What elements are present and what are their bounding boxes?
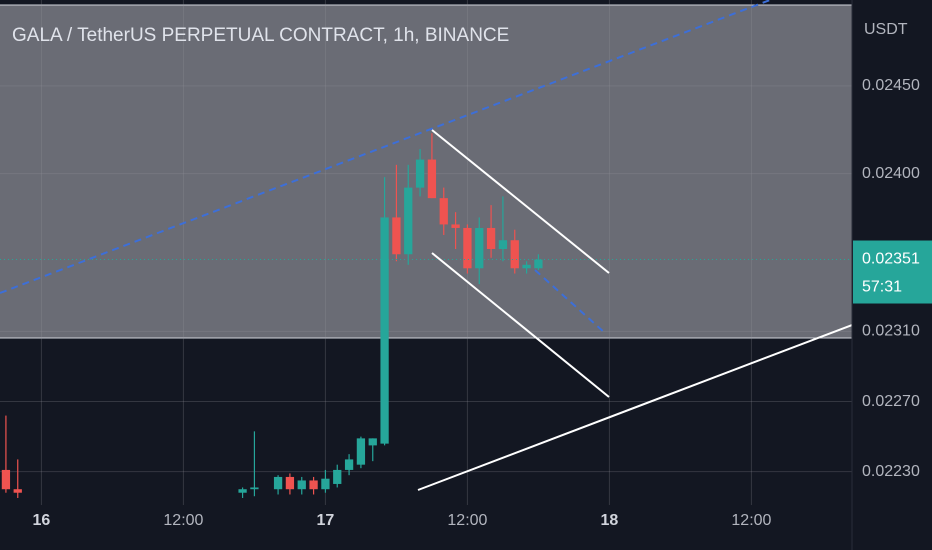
candle-body [404, 187, 413, 255]
candle-body [13, 489, 22, 493]
trend-line [0, 0, 771, 294]
candle-body [486, 227, 496, 249]
candle-body [510, 240, 519, 269]
candle-body [415, 159, 425, 188]
candle-body [321, 478, 330, 490]
candle-body [392, 217, 401, 255]
shaded-zone [0, 5, 852, 338]
candle-body [368, 438, 377, 446]
y-tick-label: 0.02270 [862, 393, 920, 410]
candle-body [534, 259, 543, 269]
candles [0, 133, 852, 498]
y-tick-label: 0.02230 [862, 463, 920, 480]
candle-body [333, 469, 342, 484]
candle-body [427, 159, 437, 199]
y-tick-label: 0.02310 [862, 323, 920, 340]
candle-body [285, 476, 295, 490]
channel-line [431, 252, 610, 398]
candle-body [380, 217, 389, 444]
candle-body [439, 198, 448, 225]
x-tick-label: 16 [33, 512, 51, 529]
x-tick-label: 18 [601, 512, 619, 529]
candle-body [475, 227, 484, 269]
candle-body [451, 224, 460, 228]
y-tick-label: 0.02400 [862, 165, 920, 182]
axes: 0.02450 0.02400 0.02310 0.02270 0.02230 16 12:… [33, 77, 932, 529]
candle-body [522, 264, 531, 269]
chart-title: GALA / TetherUS PERPETUAL CONTRACT, 1h, … [12, 25, 509, 46]
currency-label: USDT [864, 21, 908, 38]
candle-body [498, 240, 508, 249]
trend-line [534, 269, 606, 334]
last-price-label: 0.02351 [862, 251, 920, 268]
candle-body [344, 459, 354, 470]
candle-body [309, 480, 318, 490]
candle-body [297, 480, 306, 490]
x-tick-label: 17 [317, 512, 335, 529]
x-tick-label: 12:00 [447, 512, 487, 529]
last-price-box [853, 240, 932, 304]
candle-body [463, 227, 472, 269]
candle-body [250, 487, 259, 490]
drawings [0, 0, 852, 491]
countdown-label: 57:31 [862, 279, 902, 296]
support-line [417, 324, 852, 491]
x-tick-label: 12:00 [163, 512, 203, 529]
channel-line [431, 129, 610, 274]
y-tick-label: 0.02450 [862, 77, 920, 94]
candle-body [1, 469, 11, 490]
x-tick-label: 12:00 [731, 512, 771, 529]
candle-body [238, 489, 247, 493]
candle-body [273, 476, 283, 490]
candle-body [356, 438, 366, 465]
